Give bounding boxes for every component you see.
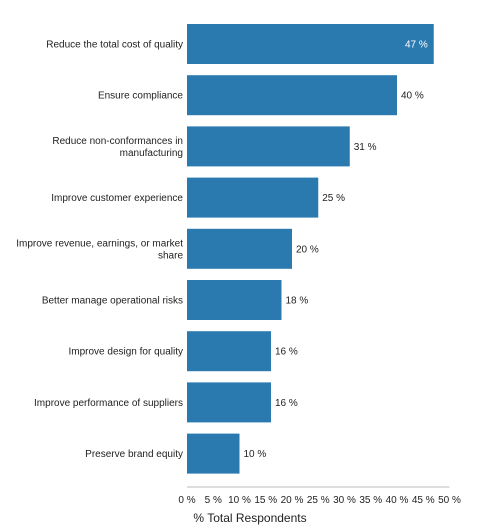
value-label-7: 16 % (275, 347, 298, 358)
category-label-9: Preserve brand equity (85, 449, 183, 460)
category-label-4: Improve customer experience (51, 193, 183, 204)
value-label-4: 25 % (322, 193, 345, 204)
bar-1 (187, 24, 434, 64)
x-axis-title: % Total Respondents (193, 511, 306, 525)
category-label-5: Improve revenue, earnings, or market shar… (16, 238, 183, 261)
value-label-3: 31 % (354, 142, 377, 153)
x-tick-label-15: 15 % (254, 495, 277, 506)
category-label-8: Improve performance of suppliers (34, 398, 183, 409)
value-label-2: 40 % (401, 91, 424, 102)
value-label-1: 47 % (405, 40, 428, 51)
x-tick-label-40: 40 % (386, 495, 409, 506)
x-axis: 0 % 5 % 10 % 15 % 20 % 25 % 30 % 35 % 40 % 45 % 50… (178, 486, 461, 506)
bar-5 (187, 228, 292, 269)
value-label-8: 16 % (275, 398, 298, 409)
bar-8 (187, 382, 271, 423)
bar-3 (187, 126, 350, 167)
bar-7 (187, 331, 271, 372)
category-label-6: Better manage operational risks (42, 296, 183, 307)
x-tick-label-35: 35 % (359, 495, 382, 506)
value-label-9: 10 % (244, 449, 267, 460)
x-tick-label-50: 50 % (438, 495, 461, 506)
bar-9 (187, 433, 240, 474)
category-label-7: Improve design for quality (68, 347, 183, 358)
value-label-5: 20 % (296, 244, 319, 255)
x-tick-label-45: 45 % (412, 495, 435, 506)
x-tick-label-30: 30 % (333, 495, 356, 506)
category-label-1: Reduce the total cost of quality (46, 40, 183, 51)
x-tick-label-10: 10 % (228, 495, 251, 506)
bar-6 (187, 280, 282, 320)
category-label-3: Reduce non-conformances in manufacturing (52, 136, 183, 159)
bar-4 (187, 177, 319, 218)
value-labels: 47 % 40 % 31 % 25 % 20 % 18 % 16 % 16 % 10 % (244, 40, 428, 461)
category-labels: Reduce the total cost of quality Ensure c… (16, 40, 183, 461)
bars-layer (187, 24, 434, 474)
x-tick-label-5: 5 % (205, 495, 222, 506)
x-tick-label-20: 20 % (281, 495, 304, 506)
x-tick-label-25: 25 % (307, 495, 330, 506)
x-tick-label-0: 0 % (178, 495, 195, 506)
bar-2 (187, 75, 397, 116)
value-label-6: 18 % (286, 296, 309, 307)
category-label-2: Ensure compliance (98, 91, 183, 102)
